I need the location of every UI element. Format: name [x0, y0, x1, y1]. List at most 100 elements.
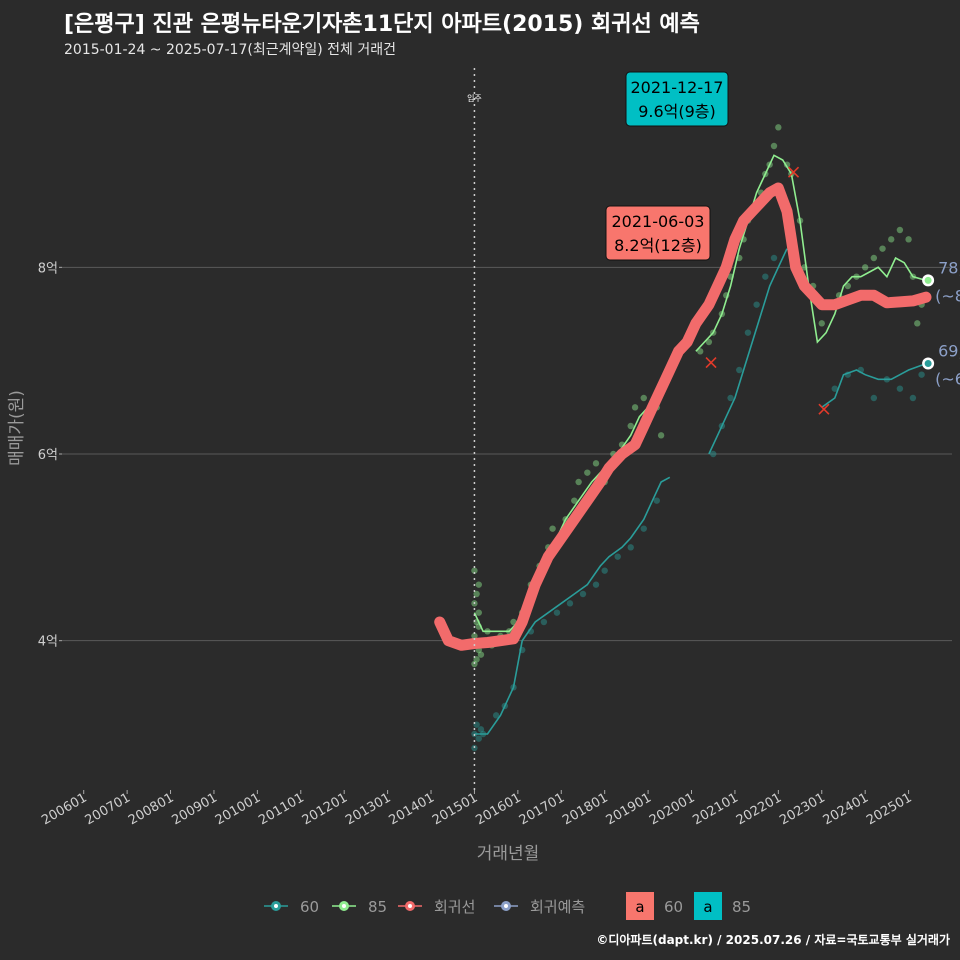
legend-key-center [274, 904, 278, 908]
scatter-point-85 [631, 404, 639, 411]
series-line-60-c [821, 362, 929, 408]
x-tick-label: 201801 [560, 790, 610, 828]
x-tick-label: 200801 [126, 790, 176, 828]
callout-value: 8.2억(12층) [614, 236, 702, 255]
scatter-point-85 [696, 348, 704, 355]
legend-label: 85 [368, 898, 387, 916]
legend-key-center [504, 904, 508, 908]
legend: 60 85 회귀선 회귀예측 a 60 a 85 [264, 892, 751, 920]
x-tick-label: 201101 [256, 790, 306, 828]
scatter-point-85 [477, 651, 485, 658]
scatter-point-85 [575, 478, 582, 486]
x-tick-label: 201301 [343, 790, 393, 828]
end-value-label: 69,740 [938, 341, 960, 360]
scatter-point-60 [710, 450, 717, 458]
regression-line [434, 182, 932, 651]
scatter-point-60 [762, 273, 769, 280]
scatter-point-60 [592, 581, 600, 588]
scatter-point-85 [657, 432, 665, 439]
chart-subtitle: 2015-01-24 ~ 2025-07-17(최근계약일) 전체 거래건 [64, 42, 396, 58]
scatter-point-85 [914, 320, 921, 327]
scatter-point-85 [870, 254, 878, 262]
callout-box [625, 71, 729, 127]
scatter-point-60 [566, 600, 574, 607]
scatter-point-60 [640, 525, 647, 532]
cancel-marker [787, 166, 800, 178]
annotations: 78,600 (~85㎡) 69,740 (~60㎡) 2021-12-17 9.6억(9… [605, 71, 960, 388]
x-tick-label: 201001 [213, 790, 263, 828]
series-lines [434, 154, 932, 735]
scatter-point-60 [579, 590, 587, 598]
scatter-point-85 [896, 226, 904, 234]
scatter-point-60 [736, 366, 743, 374]
scatter-point-85 [844, 282, 852, 290]
scatter-point-60 [475, 735, 482, 742]
scatter-point-85 [640, 394, 647, 402]
scatter-point-85 [471, 632, 478, 640]
scatter-point-85 [905, 236, 912, 243]
chart-title: [은평구] 진관 은평뉴타운기자촌11단지 아파트(2015) 회귀선 예측 [64, 12, 700, 37]
scatter-point-85 [770, 142, 778, 150]
legend-label: 회귀예측 [530, 898, 585, 916]
scatter-point-60 [477, 726, 485, 733]
legend-label: 85 [732, 898, 751, 916]
scatter-point-85 [818, 320, 825, 327]
scatter-point-85 [473, 590, 480, 598]
x-tick-label: 201901 [604, 790, 654, 828]
grid-lines [62, 266, 952, 642]
scatter-point-60 [909, 394, 917, 402]
cancel-marker [818, 403, 830, 415]
legend-label: 회귀선 [434, 898, 475, 916]
scatter-point-85 [549, 525, 556, 532]
scatter-point-60 [727, 394, 734, 402]
legend-label: 60 [300, 898, 319, 916]
y-tick-label: 8억 [38, 261, 58, 276]
scatter-point-60 [653, 497, 660, 504]
x-tick-label: 200701 [83, 790, 133, 828]
cancel-marker [705, 356, 717, 369]
cancel-markers [705, 166, 935, 415]
scatter-point-60 [744, 329, 752, 336]
x-tick-label: 201201 [300, 790, 350, 828]
move-in-label: 입주 [467, 94, 482, 103]
series-line-85 [473, 397, 658, 633]
scatter-point-60 [627, 544, 634, 551]
scatter-point-60 [870, 394, 878, 402]
scatter-point-85 [705, 338, 713, 346]
end-area-label: (~85㎡) [935, 286, 960, 305]
scatter-point-60 [492, 712, 500, 719]
scatter-point-85 [879, 245, 886, 252]
scatter-point-85 [471, 567, 478, 574]
callout-value: 9.6억(9층) [638, 102, 716, 121]
x-tick-label: 202301 [777, 790, 827, 828]
scatter-point-60 [831, 385, 838, 392]
end-value-label: 78,600 [938, 258, 960, 277]
legend-key-center [342, 904, 346, 908]
scatter-point-85 [584, 469, 591, 476]
series-line-60-b [708, 248, 788, 455]
y-tick-label: 4억 [38, 635, 58, 650]
scatter-point-85 [571, 497, 578, 504]
y-tick-label: 6억 [38, 448, 58, 463]
scatter-point-60 [896, 385, 904, 392]
scatter-point-85 [475, 581, 482, 588]
scatter-point-60 [918, 371, 925, 378]
scatter-point-60 [614, 553, 621, 560]
legend-key-center [408, 904, 412, 908]
end-area-label: (~60㎡) [935, 369, 960, 388]
legend-label: 60 [664, 898, 683, 916]
scatter-point-85 [888, 236, 895, 243]
scatter-point-60 [753, 301, 760, 308]
x-tick-label: 200601 [39, 790, 89, 828]
series-line-60 [474, 476, 671, 735]
callout-box [605, 205, 711, 261]
x-tick-label: 202401 [821, 790, 871, 828]
y-axis-title: 매매가(원) [7, 390, 27, 466]
x-tick-label: 201701 [517, 790, 567, 828]
scatter-point-85 [627, 422, 634, 430]
x-tick-label: 200901 [169, 790, 219, 828]
callout-date: 2021-06-03 [612, 212, 705, 231]
credit-text: ©디아파트(dapt.kr) / 2025.07.26 / 자료=국토교통부 실… [596, 933, 950, 947]
x-tick-label: 201601 [473, 790, 523, 828]
